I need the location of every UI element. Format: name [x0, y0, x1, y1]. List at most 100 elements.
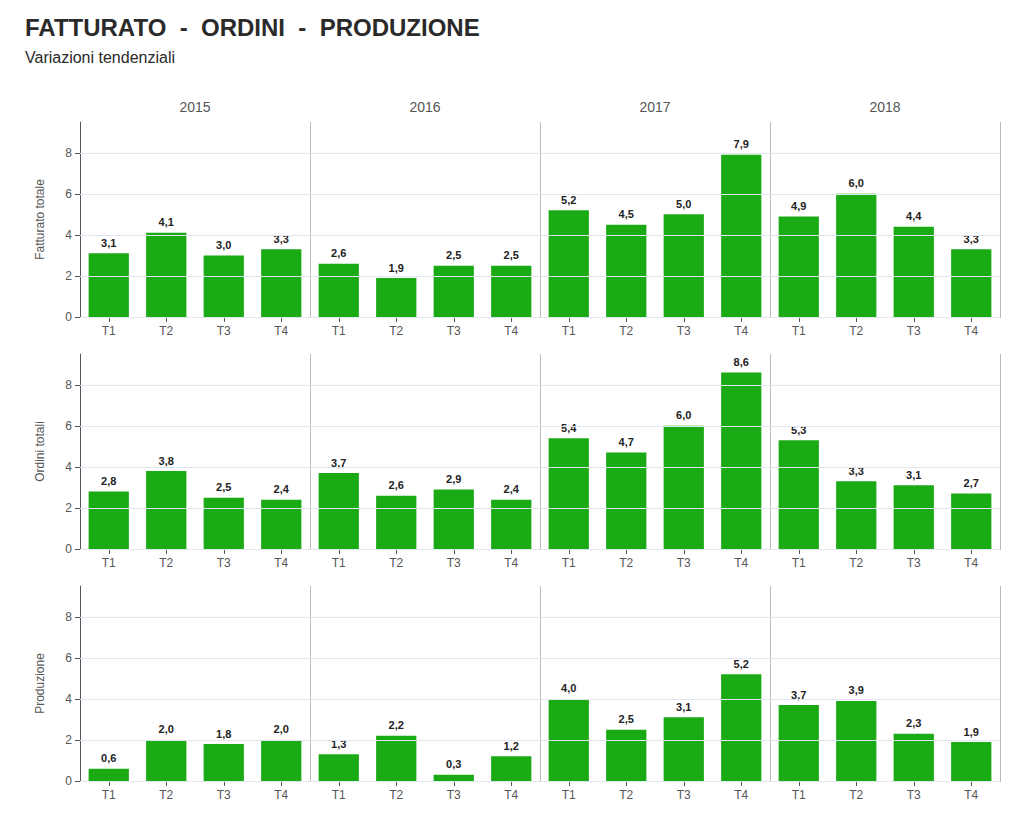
svg-text:4: 4 — [65, 460, 72, 474]
svg-text:Produzione: Produzione — [33, 653, 47, 714]
svg-text:4,1: 4,1 — [159, 216, 174, 228]
svg-text:2,6: 2,6 — [331, 247, 346, 259]
svg-text:T4: T4 — [734, 556, 748, 570]
svg-text:T1: T1 — [332, 324, 346, 338]
svg-text:8: 8 — [65, 378, 72, 392]
svg-text:T2: T2 — [159, 788, 173, 802]
svg-text:T2: T2 — [619, 788, 633, 802]
svg-text:T3: T3 — [447, 788, 461, 802]
svg-text:T4: T4 — [964, 324, 978, 338]
svg-text:4,0: 4,0 — [561, 682, 576, 694]
svg-text:2: 2 — [65, 269, 72, 283]
svg-text:2015: 2015 — [179, 99, 210, 115]
svg-text:2,2: 2,2 — [389, 719, 404, 731]
svg-text:T1: T1 — [792, 788, 806, 802]
svg-text:T2: T2 — [849, 324, 863, 338]
svg-text:T4: T4 — [964, 556, 978, 570]
svg-text:T2: T2 — [849, 556, 863, 570]
svg-text:2,0: 2,0 — [274, 723, 289, 735]
svg-text:T3: T3 — [447, 324, 461, 338]
svg-text:2017: 2017 — [639, 99, 670, 115]
svg-text:T4: T4 — [274, 556, 288, 570]
svg-text:0: 0 — [65, 774, 72, 788]
svg-text:T1: T1 — [792, 324, 806, 338]
svg-text:3,8: 3,8 — [159, 455, 174, 467]
svg-text:2016: 2016 — [409, 99, 440, 115]
svg-text:T2: T2 — [619, 324, 633, 338]
svg-text:0,3: 0,3 — [446, 758, 461, 770]
svg-text:3,3: 3,3 — [964, 233, 979, 245]
svg-text:T1: T1 — [562, 556, 576, 570]
svg-text:2,6: 2,6 — [389, 479, 404, 491]
svg-text:2,9: 2,9 — [446, 473, 461, 485]
svg-text:T3: T3 — [677, 788, 691, 802]
svg-text:T3: T3 — [677, 324, 691, 338]
svg-text:2: 2 — [65, 501, 72, 515]
svg-text:2,0: 2,0 — [159, 723, 174, 735]
svg-text:T1: T1 — [102, 324, 116, 338]
svg-text:0: 0 — [65, 310, 72, 324]
svg-text:FATTURATO - ORDINI - PRODU: FATTURATO - ORDINI - PRODUZIONE — [25, 14, 480, 41]
svg-text:T4: T4 — [734, 788, 748, 802]
svg-text:T4: T4 — [734, 324, 748, 338]
svg-text:2,5: 2,5 — [446, 249, 461, 261]
svg-text:7,9: 7,9 — [734, 138, 749, 150]
svg-text:T3: T3 — [447, 556, 461, 570]
svg-text:T4: T4 — [504, 324, 518, 338]
svg-text:5,0: 5,0 — [676, 198, 691, 210]
svg-text:T1: T1 — [562, 324, 576, 338]
svg-text:0,6: 0,6 — [101, 752, 116, 764]
svg-text:1,9: 1,9 — [964, 726, 979, 738]
svg-text:2,4: 2,4 — [504, 483, 520, 495]
svg-text:1,2: 1,2 — [504, 740, 519, 752]
svg-text:T3: T3 — [217, 324, 231, 338]
svg-text:T3: T3 — [907, 556, 921, 570]
svg-text:2: 2 — [65, 733, 72, 747]
svg-text:3,7: 3,7 — [331, 457, 346, 469]
svg-text:2,5: 2,5 — [504, 249, 519, 261]
svg-text:2,8: 2,8 — [101, 475, 116, 487]
svg-text:T4: T4 — [504, 788, 518, 802]
svg-text:8: 8 — [65, 146, 72, 160]
svg-text:T1: T1 — [332, 556, 346, 570]
svg-text:4,9: 4,9 — [791, 200, 806, 212]
svg-text:T1: T1 — [102, 556, 116, 570]
svg-text:8: 8 — [65, 610, 72, 624]
svg-text:2018: 2018 — [869, 99, 900, 115]
svg-text:6: 6 — [65, 419, 72, 433]
svg-text:2,4: 2,4 — [274, 483, 290, 495]
svg-text:3,1: 3,1 — [676, 701, 691, 713]
svg-text:1,8: 1,8 — [216, 728, 231, 740]
svg-text:6: 6 — [65, 651, 72, 665]
svg-text:3,3: 3,3 — [274, 233, 289, 245]
svg-text:4,7: 4,7 — [619, 436, 634, 448]
svg-text:3,0: 3,0 — [216, 239, 231, 251]
svg-text:5,3: 5,3 — [791, 424, 806, 436]
svg-text:2,5: 2,5 — [216, 481, 231, 493]
svg-text:T1: T1 — [102, 788, 116, 802]
svg-text:T4: T4 — [504, 556, 518, 570]
svg-text:T2: T2 — [389, 788, 403, 802]
svg-text:T4: T4 — [274, 324, 288, 338]
svg-text:4: 4 — [65, 692, 72, 706]
svg-text:Variazioni tendenziali: Variazioni tendenziali — [25, 49, 175, 66]
svg-text:1,9: 1,9 — [389, 262, 404, 274]
svg-text:6,0: 6,0 — [849, 177, 864, 189]
svg-text:5,2: 5,2 — [561, 194, 576, 206]
svg-text:8,6: 8,6 — [734, 356, 749, 368]
svg-text:3,1: 3,1 — [101, 237, 116, 249]
svg-text:T1: T1 — [792, 556, 806, 570]
svg-text:Fatturato totale: Fatturato totale — [33, 179, 47, 260]
svg-text:6: 6 — [65, 187, 72, 201]
svg-text:T3: T3 — [217, 556, 231, 570]
svg-text:4: 4 — [65, 228, 72, 242]
svg-text:T3: T3 — [677, 556, 691, 570]
svg-text:T2: T2 — [849, 788, 863, 802]
svg-text:3,7: 3,7 — [791, 689, 806, 701]
svg-text:5,4: 5,4 — [561, 422, 577, 434]
svg-text:Ordini totali: Ordini totali — [33, 421, 47, 482]
svg-text:T4: T4 — [964, 788, 978, 802]
svg-text:1,3: 1,3 — [331, 738, 346, 750]
svg-text:4,4: 4,4 — [906, 210, 922, 222]
svg-text:T2: T2 — [159, 324, 173, 338]
